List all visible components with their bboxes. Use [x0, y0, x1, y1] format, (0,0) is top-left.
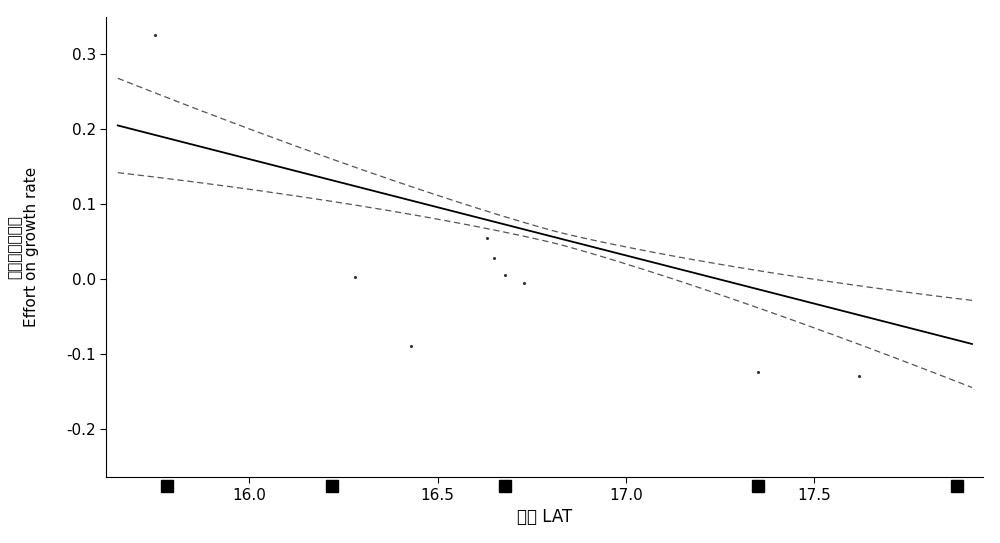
X-axis label: 纬度 LAT: 纬度 LAT: [517, 508, 573, 526]
Text: 对生长率的影响
Effort on growth rate: 对生长率的影响 Effort on growth rate: [7, 167, 39, 327]
